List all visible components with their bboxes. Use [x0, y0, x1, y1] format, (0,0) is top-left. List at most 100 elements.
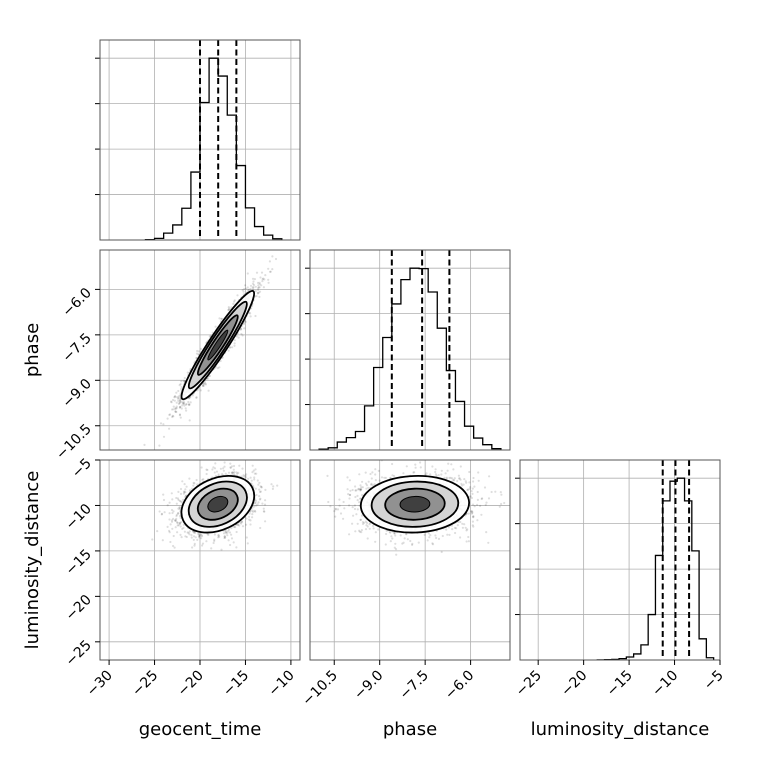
sample-point [177, 490, 180, 493]
sample-point [263, 278, 266, 281]
sample-point [233, 342, 236, 345]
sample-point [166, 525, 169, 529]
sample-point [268, 270, 272, 273]
sample-point [227, 529, 230, 533]
sample-point [228, 528, 231, 531]
sample-point [168, 427, 171, 430]
sample-point [245, 536, 248, 539]
sample-point [194, 536, 197, 539]
sample-point [201, 478, 204, 481]
sample-point [192, 481, 195, 484]
sample-point [158, 444, 161, 447]
sample-point [465, 481, 468, 484]
sample-point [244, 284, 247, 287]
sample-point [251, 282, 255, 285]
sample-point [437, 537, 441, 541]
sample-point [188, 403, 191, 406]
sample-point [182, 402, 185, 405]
sample-point [151, 538, 154, 541]
sample-point [250, 479, 253, 482]
sample-point [215, 470, 219, 473]
sample-point [233, 339, 236, 342]
sample-point [192, 538, 195, 542]
sample-point [264, 274, 267, 277]
sample-point [255, 493, 258, 497]
sample-point [235, 546, 238, 549]
sample-point [235, 335, 238, 338]
sample-point [180, 521, 183, 524]
sample-point [253, 505, 256, 508]
sample-point [178, 401, 181, 404]
sample-point [258, 295, 261, 298]
sample-point [180, 407, 183, 410]
sample-point [267, 281, 270, 284]
sample-point [259, 485, 262, 488]
sample-point [227, 539, 230, 542]
sample-point [263, 503, 267, 506]
sample-point [173, 395, 177, 398]
sample-point [244, 320, 247, 323]
sample-point [171, 415, 174, 419]
sample-point [205, 540, 208, 543]
sample-point [177, 511, 180, 515]
sample-point [193, 544, 196, 547]
sample-point [232, 472, 235, 475]
sample-point [198, 534, 201, 537]
sample-point [184, 403, 188, 406]
sample-point [162, 498, 166, 502]
sample-point [207, 377, 210, 380]
sample-point [459, 520, 462, 524]
sample-point [181, 480, 184, 483]
sample-point [214, 462, 217, 465]
sample-point [256, 479, 259, 482]
sample-point [175, 407, 178, 410]
sample-point [170, 401, 173, 404]
sample-point [198, 535, 201, 538]
sample-point [471, 511, 474, 514]
sample-point [346, 476, 349, 479]
sample-point [218, 317, 221, 320]
sample-point [226, 531, 229, 534]
sample-point [223, 535, 226, 538]
sample-point [177, 512, 180, 515]
sample-point [240, 522, 243, 525]
sample-point [195, 396, 198, 399]
sample-point [251, 286, 254, 289]
scatter-content-2-1 [326, 456, 506, 556]
sample-point [168, 529, 171, 533]
sample-point [213, 538, 216, 541]
sample-point [245, 473, 248, 476]
sample-point [174, 395, 177, 398]
sample-point [249, 312, 252, 315]
histogram-geocent_time [144, 57, 283, 241]
sample-point [471, 487, 474, 490]
sample-point [239, 521, 242, 524]
sample-point [246, 286, 249, 289]
sample-point [253, 502, 256, 505]
sample-point [270, 483, 273, 486]
sample-point [206, 533, 209, 536]
histogram-luminosity_distance [596, 477, 715, 661]
sample-point [168, 518, 171, 521]
sample-point [229, 462, 232, 465]
sample-point [172, 408, 175, 411]
sample-point [351, 522, 354, 525]
sample-point [433, 456, 435, 458]
sample-point [175, 410, 178, 414]
sample-point [237, 336, 240, 339]
sample-point [172, 510, 175, 513]
scatter-panel-geocent_time-phase [99, 249, 301, 451]
sample-point [360, 529, 363, 532]
sample-point [435, 474, 438, 477]
sample-point [176, 524, 179, 527]
sample-point [241, 520, 244, 524]
sample-point [176, 521, 179, 525]
sample-point [256, 292, 259, 295]
sample-point [272, 485, 275, 488]
sample-point [181, 402, 185, 405]
sample-point [233, 299, 236, 302]
sample-point [176, 497, 180, 500]
sample-point [464, 526, 467, 529]
sample-point [465, 540, 468, 543]
sample-point [173, 519, 176, 522]
